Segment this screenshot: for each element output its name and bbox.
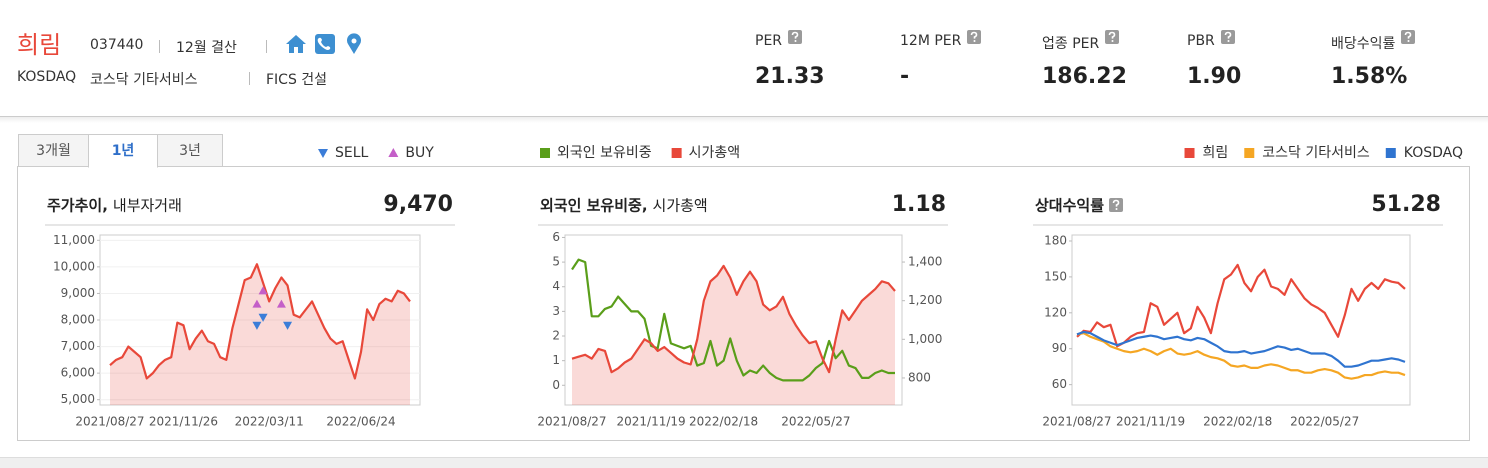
legend-label: BUY [405, 145, 434, 161]
metric-value: - [900, 64, 910, 89]
help-icon[interactable] [1105, 30, 1119, 44]
company-icons[interactable] [284, 33, 364, 55]
map-icon[interactable] [347, 33, 361, 54]
legend-label: KOSDAQ [1404, 145, 1463, 161]
company-name: 희림 [17, 31, 62, 59]
help-dot [973, 40, 976, 42]
market: KOSDAQ [17, 69, 77, 85]
legend-label: 시가총액 [689, 145, 741, 161]
tab[interactable]: 3년 [157, 134, 223, 167]
fics: FICS 건설 [266, 72, 328, 88]
help-glyph [970, 31, 978, 39]
legend-label: 외국인 보유비중 [557, 145, 652, 161]
metric-label: 배당수익률 [1331, 36, 1396, 52]
help-icon[interactable] [967, 30, 981, 44]
help-glyph [1108, 31, 1116, 39]
metric-value: 21.33 [755, 64, 825, 89]
company-code: 037440 [90, 37, 144, 53]
help-dot [1227, 40, 1230, 42]
help-icon[interactable] [1105, 30, 1119, 44]
map-glyph [351, 38, 357, 44]
help-dot [794, 40, 797, 42]
header [0, 0, 1488, 117]
help-icon[interactable] [788, 30, 802, 44]
help-icon[interactable] [1221, 30, 1235, 44]
legend-symbol [1244, 148, 1255, 158]
metric-value: 1.90 [1187, 64, 1242, 89]
metric-label: 12M PER [900, 33, 962, 49]
industry: 코스닥 기타서비스 [90, 72, 198, 88]
help-dot [1407, 40, 1410, 42]
help-icon[interactable] [1401, 30, 1415, 44]
tab[interactable]: 3개월 [18, 134, 89, 167]
header-shadow [0, 117, 1488, 123]
help-icon[interactable] [788, 30, 802, 44]
help-icon[interactable] [1221, 30, 1235, 44]
legend-symbol [1184, 148, 1195, 158]
help-icon[interactable] [1401, 30, 1415, 44]
legend-label: 코스닥 기타서비스 [1262, 145, 1370, 161]
help-glyph [791, 31, 799, 39]
tab[interactable]: 1년 [88, 134, 158, 168]
separator [249, 72, 250, 85]
legend-symbol [671, 148, 682, 158]
metric-label: 업종 PER [1042, 36, 1100, 52]
legend-symbol [318, 149, 328, 158]
metric-value: 1.58% [1331, 64, 1408, 89]
home-icon[interactable] [286, 35, 306, 53]
metric-value: 186.22 [1042, 64, 1127, 89]
help-icon[interactable] [967, 30, 981, 44]
phone-glyph [317, 37, 331, 50]
help-dot [1111, 40, 1114, 42]
legend-label: 희림 [1203, 145, 1229, 161]
legend-label: SELL [335, 145, 369, 161]
metric-label: PBR [1187, 33, 1215, 49]
metric-label: PER [755, 33, 783, 49]
legend-symbol [540, 148, 550, 158]
chart-panel [17, 166, 1470, 441]
footer-band [0, 457, 1488, 468]
separator [159, 40, 160, 53]
help-glyph [1404, 31, 1412, 39]
legend-symbol [1385, 148, 1396, 158]
separator [266, 40, 267, 53]
help-glyph [1224, 31, 1232, 39]
phone-icon[interactable] [315, 34, 335, 54]
legend-symbol [388, 148, 399, 157]
fiscal: 12월 결산 [176, 40, 237, 56]
